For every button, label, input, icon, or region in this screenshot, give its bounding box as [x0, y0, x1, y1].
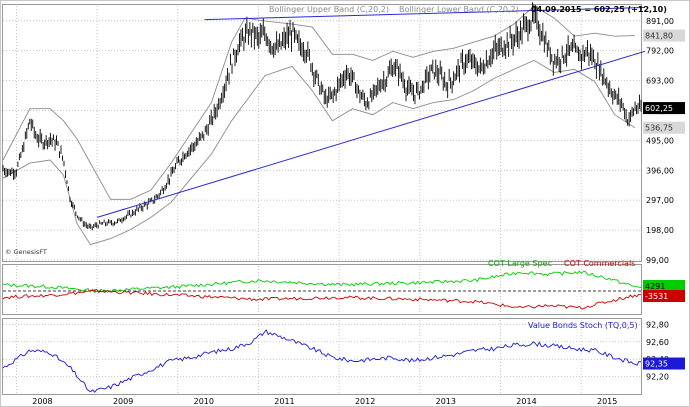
trendlines	[96, 7, 646, 218]
price-tick-label: 792,00	[646, 47, 674, 56]
lower-band-legend: Bollinger Lower Band (C,20,2)	[399, 5, 519, 14]
price-tick-label: 99,00	[646, 256, 669, 265]
x-axis: 2008 2009 2010 2011 2012 2013 2014 2015	[16, 6, 617, 406]
price-bars	[2, 2, 642, 231]
lower-band-flag: 536,75	[645, 124, 673, 133]
trendline	[204, 7, 645, 21]
stoch-line	[2, 329, 642, 393]
lower-band-flag-box	[643, 121, 685, 134]
price-tick-label: 495,00	[646, 136, 674, 145]
year-tick-label: 2008	[32, 397, 52, 406]
trendline	[96, 50, 646, 218]
stoch-series	[2, 329, 642, 393]
cot-commercials-legend: COT Commercials	[564, 259, 635, 268]
lower-band-line	[2, 59, 636, 246]
year-tick-label: 2012	[355, 397, 375, 406]
cot-commercials-flag: -3531	[645, 292, 668, 301]
cot-series	[2, 270, 642, 310]
stoch-tick-label: 92,80	[646, 320, 669, 329]
year-tick-label: 2009	[113, 397, 133, 406]
quote-label: 04.09.2015 = 602,25 (+12,10)	[531, 5, 667, 14]
year-tick-label: 2010	[194, 397, 214, 406]
bollinger-bands	[2, 5, 636, 246]
year-tick-label: 2015	[597, 397, 617, 406]
upper-band-flag: 841,80	[645, 32, 673, 41]
cot-large-spec-legend: COT Large Spec	[488, 259, 552, 268]
upper-band-flag-box	[643, 29, 685, 42]
price-tick-label: 891,00	[646, 17, 674, 26]
stoch-legend: Value Bonds Stoch (TQ,0,5)	[528, 321, 638, 330]
value-flags: 841,80 602,25 536,75 4291-3531 92,35	[643, 29, 685, 370]
upper-band-legend: Bollinger Upper Band (C,20,2)	[269, 5, 389, 14]
stoch-flag-box	[643, 357, 685, 370]
price-tick-label: 396,00	[646, 166, 674, 175]
watermark: © GenesisFT	[5, 248, 47, 256]
year-tick-label: 2014	[516, 397, 536, 406]
year-tick-label: 2013	[436, 397, 456, 406]
cot-series-line	[2, 288, 642, 310]
stoch-flag: 92,35	[645, 360, 668, 369]
price-tick-label: 297,00	[646, 196, 674, 205]
last-price-flag: 602,25	[645, 104, 673, 113]
cot-large-spec-flag: 4291	[645, 282, 665, 291]
cot-commercials-flag-box	[643, 290, 685, 302]
year-tick-label: 2011	[274, 397, 294, 406]
price-grid: 891,00792,00693,00594,00495,00396,00297,…	[3, 17, 674, 265]
price-tick-label: 693,00	[646, 77, 674, 86]
cot-panel	[2, 264, 642, 315]
stoch-tick-label: 92,60	[646, 338, 669, 347]
last-price-flag-box	[643, 102, 685, 115]
cot-large-spec-flag-box	[643, 280, 685, 292]
upper-band-line	[2, 5, 635, 200]
stoch-panel	[2, 318, 642, 395]
price-panel	[2, 4, 642, 262]
price-tick-label: 198,00	[646, 226, 674, 235]
stoch-tick-label: 92,20	[646, 373, 669, 382]
